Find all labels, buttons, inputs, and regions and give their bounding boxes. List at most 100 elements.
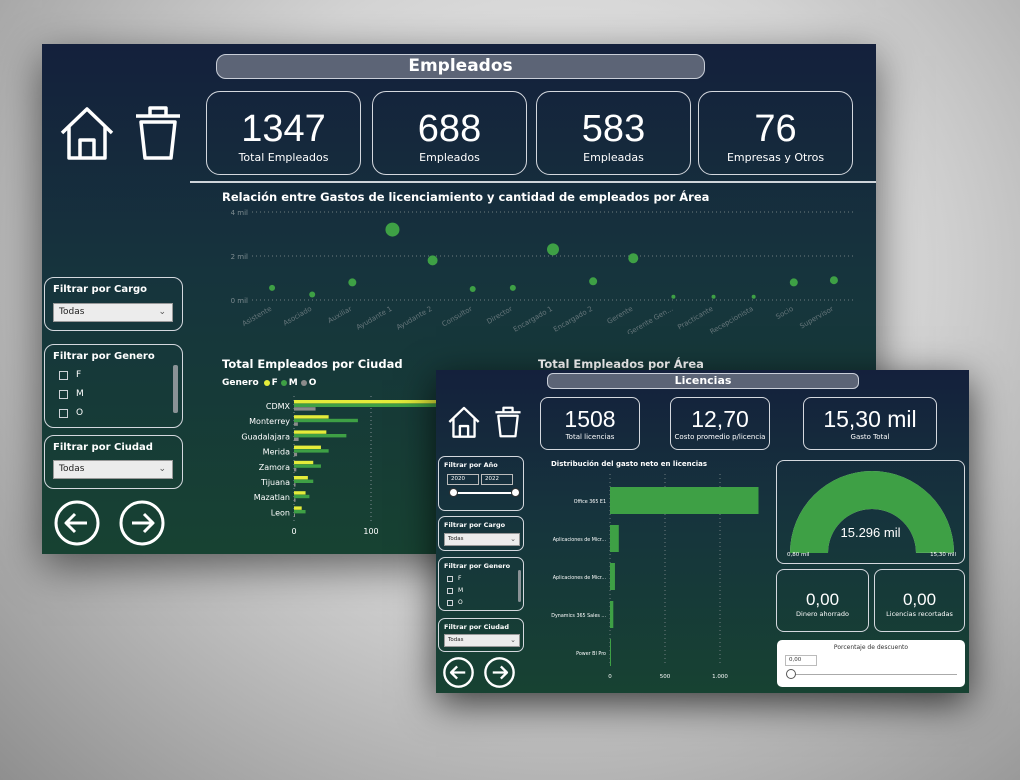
descuento-input[interactable]: 0,00: [785, 655, 817, 666]
chevron-down-icon: ⌄: [510, 636, 516, 644]
genero-legend: Genero F M O: [222, 378, 316, 388]
checkbox[interactable]: [59, 408, 68, 418]
genero-option-f[interactable]: F: [447, 575, 461, 582]
kpi-label: Empleadas: [583, 151, 644, 164]
genero-option-m[interactable]: M: [447, 587, 463, 594]
filter-genero-title: Filtrar por Genero: [444, 562, 511, 570]
bar-f: [294, 506, 302, 510]
scatter-point: [628, 253, 639, 264]
genero-scrollbar[interactable]: [518, 570, 521, 602]
category-label: Mazatlan: [254, 493, 290, 502]
gauge-value: 15.296 mil: [840, 525, 901, 540]
back-arrow-button[interactable]: [54, 500, 100, 546]
anio-slider-handle-right[interactable]: [511, 488, 520, 497]
checkbox[interactable]: [447, 575, 453, 582]
kpi-label: Total Empleados: [238, 151, 329, 164]
legend-dot-f: [263, 380, 270, 386]
bar-f: [294, 400, 448, 404]
kpi-value: 583: [581, 108, 646, 150]
lic-filter-ciudad: Filtrar por Ciudad Todas ⌄: [438, 618, 524, 652]
checkbox[interactable]: [447, 587, 453, 594]
license-bar: [610, 563, 615, 590]
kpi-label: Total licencias: [565, 433, 615, 441]
bar-o: [294, 498, 296, 502]
trash-icon[interactable]: [492, 405, 524, 439]
trash-icon[interactable]: [130, 104, 186, 162]
gauge-max: 15,30 mil: [930, 552, 956, 558]
anio-to-input[interactable]: 2022: [481, 474, 513, 485]
legend-label-o: O: [308, 378, 317, 388]
x-tick-label: 0: [291, 527, 296, 536]
scatter-point: [711, 294, 716, 299]
kpi-value: 1347: [241, 108, 326, 150]
kpi-empresas-otros: 76 Empresas y Otros: [698, 91, 853, 175]
y-tick-label: 0 mil: [231, 297, 248, 305]
bar-m: [294, 434, 347, 438]
forward-arrow-button[interactable]: [484, 657, 515, 688]
license-bar: [610, 525, 619, 552]
lic-bar-title: Distribución del gasto neto en licencias: [551, 460, 708, 468]
kpi-label: Licencias recortadas: [886, 610, 953, 618]
descuento-slicer: Porcentaje de descuento 0,00: [777, 640, 965, 687]
x-tick-label: Gerente Gen...: [626, 305, 674, 334]
anio-from-input[interactable]: 2020: [447, 474, 479, 485]
bar-o: [294, 483, 296, 487]
ciudad-dropdown[interactable]: Todas ⌄: [53, 460, 173, 479]
anio-slider-track[interactable]: [453, 492, 515, 494]
x-tick-label: 1.000: [712, 674, 728, 680]
kpi-value: 1508: [564, 406, 616, 432]
kpi-value: 15,30 mil: [823, 406, 917, 432]
kpi-value: 0,00: [902, 590, 937, 609]
filter-genero: Filtrar por Genero F M O: [44, 344, 183, 428]
bar-m: [294, 449, 329, 453]
bar-m: [294, 510, 306, 514]
home-icon[interactable]: [447, 405, 481, 439]
bar-o: [294, 422, 298, 426]
cargo-dropdown[interactable]: Todas ⌄: [53, 303, 173, 322]
checkbox[interactable]: [59, 370, 68, 380]
bar-m: [294, 403, 441, 407]
option-label: F: [76, 370, 82, 380]
checkbox[interactable]: [59, 389, 68, 399]
x-tick-label: Consultor: [441, 305, 474, 329]
lic-page-title: Licencias: [674, 374, 732, 387]
scatter-point: [671, 294, 676, 299]
genero-option-o[interactable]: O: [447, 599, 463, 606]
bar-m: [294, 464, 321, 468]
forward-arrow-button[interactable]: [119, 500, 165, 546]
bar-f: [294, 445, 321, 449]
lic-cargo-dropdown[interactable]: Todas ⌄: [444, 533, 520, 546]
x-tick-label: 100: [363, 527, 378, 536]
descuento-slider-track[interactable]: [791, 674, 957, 675]
y-tick-label: 2 mil: [231, 253, 248, 261]
ciudad-dropdown-value: Todas: [59, 464, 85, 474]
lic-ciudad-dropdown[interactable]: Todas ⌄: [444, 634, 520, 647]
ciudad-bar-chart: 0 100 CDMX Monterrey Guadalajara Merida Zamora…: [241, 396, 448, 536]
kpi-dinero-ahorrado: 0,00 Dinero ahorrado: [776, 569, 869, 632]
checkbox[interactable]: [447, 599, 453, 606]
x-tick-label: Director: [486, 305, 514, 326]
genero-option-f[interactable]: F: [59, 370, 81, 380]
gauge-value-arc: [790, 471, 954, 553]
anio-slider-handle-left[interactable]: [449, 488, 458, 497]
category-label: Aplicaciones de Micr...: [553, 575, 606, 581]
divider: [190, 181, 876, 183]
category-label: Leon: [271, 508, 290, 517]
kpi-value: 12,70: [691, 406, 749, 432]
scatter-point: [751, 294, 756, 299]
license-bar: [610, 487, 759, 514]
x-tick-label: Asistente: [241, 305, 273, 328]
descuento-slider-handle[interactable]: [786, 669, 796, 679]
home-icon[interactable]: [58, 104, 116, 162]
filter-ciudad: Filtrar por Ciudad Todas ⌄: [44, 435, 183, 489]
genero-option-m[interactable]: M: [59, 389, 84, 399]
filter-cargo-title: Filtrar por Cargo: [444, 521, 506, 529]
bar-f: [294, 415, 329, 419]
back-arrow-button[interactable]: [443, 657, 474, 688]
kpi-label: Empresas y Otros: [726, 151, 825, 164]
genero-option-o[interactable]: O: [59, 408, 83, 418]
genero-scrollbar[interactable]: [173, 365, 178, 413]
x-tick-label: Asociado: [282, 305, 313, 328]
x-tick-label: 0: [608, 674, 612, 680]
lic-filter-genero: Filtrar por Genero F M O: [438, 557, 524, 611]
